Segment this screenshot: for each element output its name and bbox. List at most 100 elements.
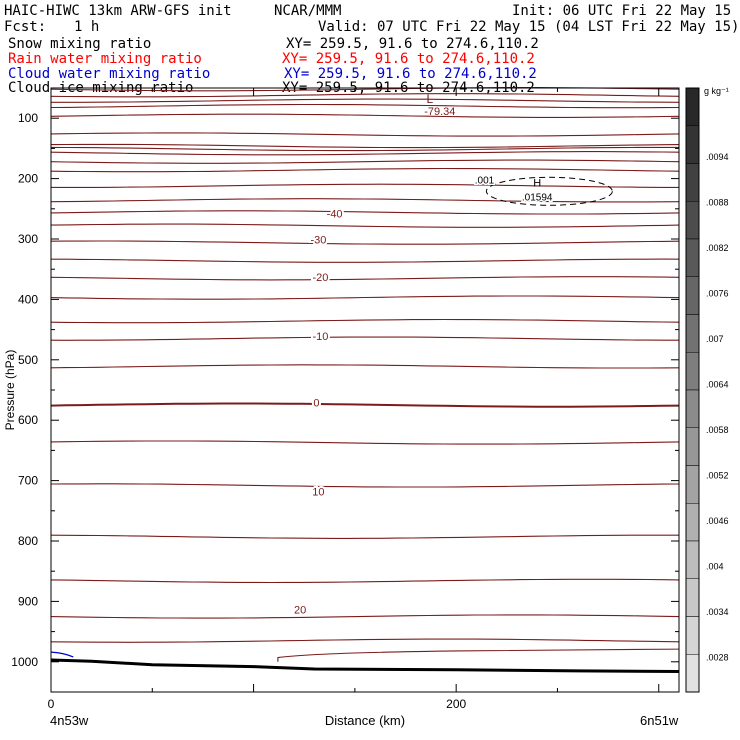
colorbar-segment (685, 314, 700, 353)
isotherm-line (50, 534, 679, 539)
isotherm-line (50, 146, 679, 152)
colorbar-label: .0088 (706, 198, 729, 208)
low-symbol: L (426, 92, 433, 106)
colorbar-segment (685, 352, 700, 391)
isotherm-line (51, 98, 680, 103)
colorbar-segment (685, 163, 700, 202)
isotherm-line (50, 223, 680, 228)
colorbar-label: .007 (706, 334, 724, 344)
colorbar-unit: g kg⁻¹ (704, 86, 729, 96)
colorbar-label: .004 (706, 562, 724, 572)
colorbar-segment (685, 125, 700, 164)
low-value: -79.34 (424, 106, 455, 118)
colorbar-segment (685, 201, 700, 240)
x-tick-label: 200 (446, 697, 466, 711)
x-tick-label: 0 (48, 697, 55, 711)
terrain-line (50, 658, 680, 673)
fcst-label: Fcst: (4, 19, 47, 35)
colorbar-label: .0082 (706, 243, 729, 253)
isotherm-line (50, 578, 680, 584)
y-tick-label: 800 (18, 534, 38, 548)
isotherm-line (50, 440, 680, 445)
contour-label: -20 (312, 272, 328, 284)
colorbar-segment (685, 578, 700, 617)
colorbar: .0094 .0088 .0082 .0076 .007 .0064 .0058 .0052.… (685, 87, 729, 693)
cloud-water-contour (50, 651, 74, 658)
colorbar-segment (685, 276, 700, 315)
colorbar-label: .0094 (706, 152, 729, 162)
isotherm-line (50, 614, 680, 619)
colorbar-segment (685, 540, 700, 579)
field-cloud-water-name: Cloud water mixing ratio (8, 66, 211, 82)
y-tick-label: 400 (18, 292, 38, 306)
colorbar-frame (685, 87, 700, 693)
field-rain-xy: XY= 259.5, 91.6 to 274.6,110.2 (282, 51, 535, 67)
colorbar-segment (685, 616, 700, 655)
isotherm-line (50, 318, 680, 324)
isotherm-line (50, 364, 680, 369)
y-tick-label: 100 (18, 111, 38, 125)
y-tick-label: 500 (18, 353, 38, 367)
isotherm-line (50, 402, 680, 408)
isotherm-line (50, 295, 680, 300)
y-tick-label: 900 (18, 594, 38, 608)
isotherm-contours (50, 87, 680, 643)
cloud-ice-contour (485, 176, 613, 206)
field-snow-xy: XY= 259.5, 91.6 to 274.6,110.2 (286, 36, 539, 52)
right-location: 6n51w (640, 713, 679, 728)
high-symbol: H (533, 177, 541, 189)
isotherm-line (50, 336, 679, 341)
valid-time: Valid: 07 UTC Fri 22 May 15 (04 LST Fri … (318, 19, 740, 35)
org-title: NCAR/MMM (274, 3, 342, 19)
isotherm-line (50, 240, 680, 245)
contour-label: 10 (312, 486, 324, 498)
y-tick-label: 200 (18, 172, 38, 186)
isotherm-line (51, 258, 680, 263)
high-value: .01594 (522, 192, 553, 203)
contour-label: 0 (313, 398, 319, 410)
colorbar-label: .0034 (706, 607, 729, 617)
y-tick-label: 1000 (11, 655, 38, 669)
colorbar-segment (685, 87, 700, 126)
y-axis-label: Pressure (hPa) (3, 350, 17, 431)
contour-label: 20 (294, 604, 306, 616)
y-tick-label: 300 (18, 232, 38, 246)
plot-frame (50, 87, 680, 693)
isotherm-line (50, 483, 680, 488)
contour-label: -40 (327, 209, 343, 221)
field-snow-name: Snow mixing ratio (8, 36, 152, 52)
colorbar-label: .0028 (706, 653, 729, 663)
isotherm-line (50, 198, 680, 203)
isotherm-line (50, 113, 680, 118)
colorbar-label: .0076 (706, 289, 729, 299)
isotherm-line (51, 183, 679, 188)
left-location: 4n53w (50, 713, 89, 728)
colorbar-segment (685, 465, 700, 504)
colorbar-label: .0046 (706, 516, 729, 526)
init-time: Init: 06 UTC Fri 22 May 15 (512, 3, 732, 19)
colorbar-segment (685, 389, 700, 428)
surface-contour (277, 648, 680, 662)
y-tick-label: 700 (18, 474, 38, 488)
isotherm-line (50, 210, 680, 215)
colorbar-label: .0052 (706, 471, 729, 481)
special-features (50, 176, 680, 673)
colorbar-segment (685, 427, 700, 466)
field-rain-name: Rain water mixing ratio (8, 51, 202, 67)
field-cloud-ice-xy: XY= 259.5, 91.6 to 274.6,110.2 (282, 80, 535, 96)
colorbar-label: .0058 (706, 425, 729, 435)
colorbar-segment (685, 654, 700, 693)
x-axis-label: Distance (km) (325, 713, 405, 728)
isotherm-line (50, 143, 680, 149)
isotherm-line (50, 93, 680, 98)
isotherm-line (50, 159, 680, 164)
isotherm-line (50, 132, 680, 137)
y-tick-label: 600 (18, 413, 38, 427)
isotherm-line (50, 638, 680, 643)
contour-label: -30 (310, 235, 326, 247)
ice-contour-label: .001 (475, 175, 495, 186)
colorbar-segment (685, 503, 700, 542)
isotherm-line (50, 103, 680, 109)
